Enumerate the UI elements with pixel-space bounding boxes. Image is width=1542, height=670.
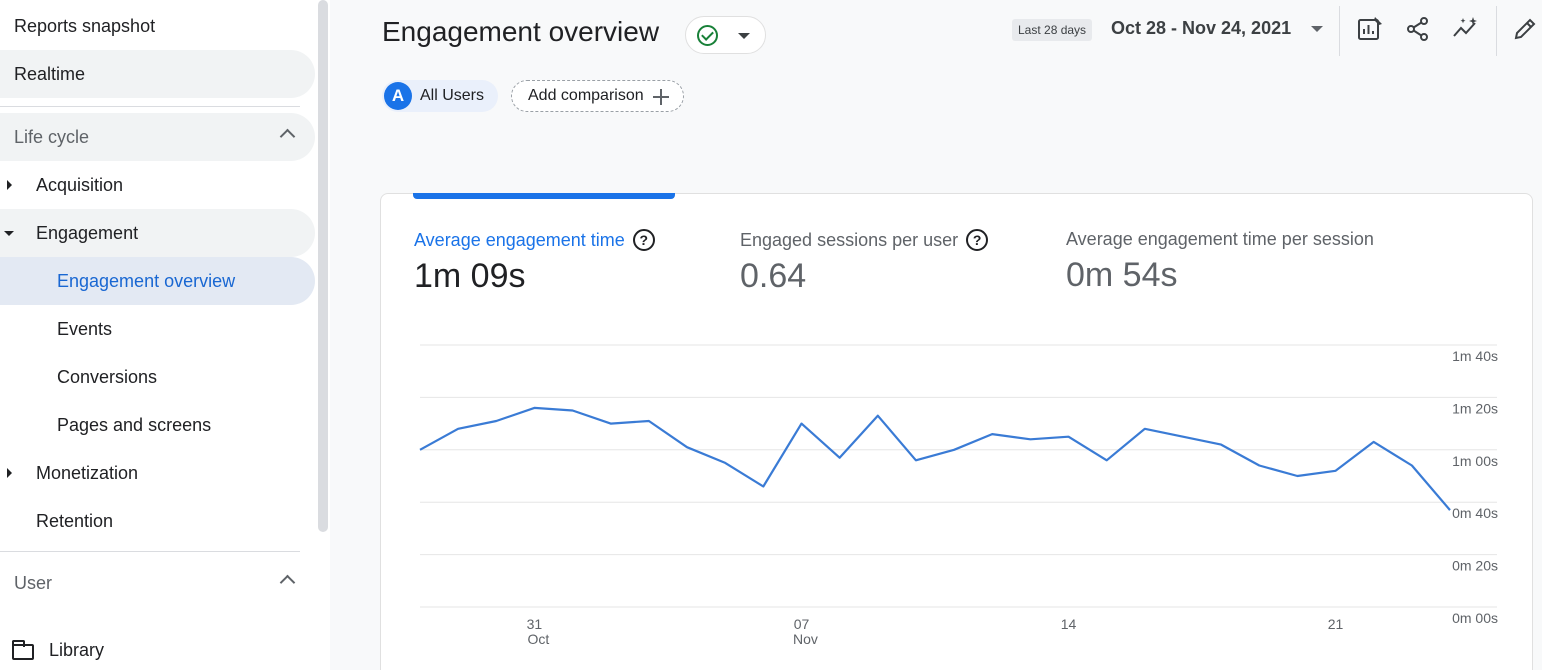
sidebar-item-engagement[interactable]: Engagement — [0, 209, 315, 257]
metric-tab-engaged-sessions-per-user[interactable]: Engaged sessions per user ? 0.64 — [740, 229, 989, 296]
metric-label-text: Average engagement time per session — [1066, 229, 1374, 249]
folder-icon — [12, 640, 34, 660]
insights-button[interactable] — [1451, 14, 1481, 44]
metric-label: Average engagement time per session — [1066, 229, 1374, 250]
sidebar-item-label: Conversions — [57, 366, 158, 387]
caret-down-icon — [738, 33, 750, 39]
metric-value: 1m 09s — [414, 257, 526, 295]
x-tick-label: 07 — [794, 616, 810, 632]
caret-down-icon — [4, 228, 14, 238]
share-button[interactable] — [1403, 14, 1433, 44]
sidebar-item-conversions[interactable]: Conversions — [0, 353, 315, 401]
y-tick-label: 0m 20s — [1452, 558, 1498, 574]
sidebar-item-label: Monetization — [36, 462, 139, 483]
sidebar-item-events[interactable]: Events — [0, 305, 315, 353]
section-header-life-cycle[interactable]: Life cycle — [0, 113, 315, 161]
sidebar-item-label: Pages and screens — [57, 414, 212, 435]
section-title: User — [14, 572, 53, 593]
sidebar-item-label: Realtime — [14, 63, 86, 84]
date-range-picker[interactable]: Oct 28 - Nov 24, 2021 — [1111, 18, 1292, 38]
toolbar-divider — [1339, 6, 1340, 56]
metric-tab-average-engagement-time-per-session[interactable]: Average engagement time per session 0m 5… — [1066, 229, 1374, 295]
sidebar-item-pages-and-screens[interactable]: Pages and screens — [0, 401, 315, 449]
sidebar-item-label: Reports snapshot — [14, 15, 156, 36]
divider — [0, 106, 300, 107]
report-status-dropdown[interactable] — [685, 16, 766, 54]
plus-icon — [653, 89, 669, 105]
customize-report-button[interactable] — [1355, 14, 1385, 44]
edit-button[interactable] — [1510, 14, 1540, 44]
page-title: Engagement overview — [382, 16, 660, 47]
divider — [0, 551, 300, 552]
edit-icon — [1514, 18, 1536, 40]
caret-down-icon[interactable] — [1311, 26, 1323, 32]
sidebar-scrollbar[interactable] — [318, 0, 328, 532]
metric-label: Engaged sessions per user ? — [740, 229, 989, 251]
sidebar-item-retention[interactable]: Retention — [0, 497, 315, 545]
add-comparison-button[interactable]: Add comparison — [511, 80, 684, 112]
y-tick-label: 0m 00s — [1452, 610, 1498, 626]
y-tick-label: 1m 20s — [1452, 400, 1498, 416]
x-tick-month-label: Oct — [528, 631, 550, 647]
selected-metric-indicator — [413, 193, 675, 199]
insights-icon — [1453, 17, 1477, 37]
x-tick-label: 21 — [1328, 616, 1344, 632]
sidebar-item-label: Acquisition — [36, 174, 124, 195]
y-tick-label: 1m 00s — [1452, 453, 1498, 469]
metric-tab-average-engagement-time[interactable]: Average engagement time ? 1m 09s — [414, 229, 655, 296]
segment-label: All Users — [420, 87, 485, 104]
sidebar-item-label: Engagement overview — [57, 270, 236, 291]
sidebar-item-library[interactable]: Library — [0, 626, 315, 670]
sidebar-item-label: Events — [57, 318, 113, 339]
y-tick-label: 1m 40s — [1452, 348, 1498, 364]
y-tick-label: 0m 40s — [1452, 505, 1498, 521]
x-tick-label: 14 — [1061, 616, 1077, 632]
metric-label-text: Average engagement time — [414, 229, 625, 250]
check-circle-icon — [697, 25, 718, 46]
x-tick-label: 31 — [527, 616, 543, 632]
caret-right-icon — [4, 468, 14, 478]
help-icon[interactable]: ? — [632, 229, 655, 251]
sidebar-item-label: Library — [49, 639, 105, 660]
date-range-badge: Last 28 days — [1012, 19, 1093, 41]
segment-chip-all-users[interactable]: A All Users — [382, 80, 499, 112]
caret-right-icon — [4, 180, 14, 190]
sidebar-item-reports-snapshot[interactable]: Reports snapshot — [0, 2, 315, 50]
x-tick-month-label: Nov — [793, 631, 818, 647]
sidebar-item-monetization[interactable]: Monetization — [0, 449, 315, 497]
add-comparison-label: Add comparison — [528, 87, 644, 104]
customize-report-icon — [1358, 17, 1382, 40]
metric-label: Average engagement time ? — [414, 229, 655, 251]
help-icon[interactable]: ? — [966, 229, 989, 251]
sidebar-item-acquisition[interactable]: Acquisition — [0, 161, 315, 209]
engagement-card — [380, 193, 1533, 670]
metric-value: 0m 54s — [1066, 256, 1178, 294]
metric-label-text: Engaged sessions per user — [740, 229, 959, 250]
series-line — [419, 406, 1451, 511]
section-title: Life cycle — [14, 126, 90, 147]
section-header-user[interactable]: User — [0, 559, 315, 607]
metric-value: 0.64 — [740, 257, 807, 295]
sidebar-item-label: Retention — [36, 510, 114, 531]
segment-avatar: A — [384, 82, 412, 110]
toolbar-divider — [1496, 6, 1497, 56]
sidebar-item-label: Engagement — [36, 222, 139, 243]
sidebar-item-realtime[interactable]: Realtime — [0, 50, 315, 98]
sidebar: Reports snapshot Realtime Life cycle Acq… — [0, 0, 330, 670]
sidebar-item-engagement-overview[interactable]: Engagement overview — [0, 257, 315, 305]
share-icon — [1407, 17, 1428, 41]
